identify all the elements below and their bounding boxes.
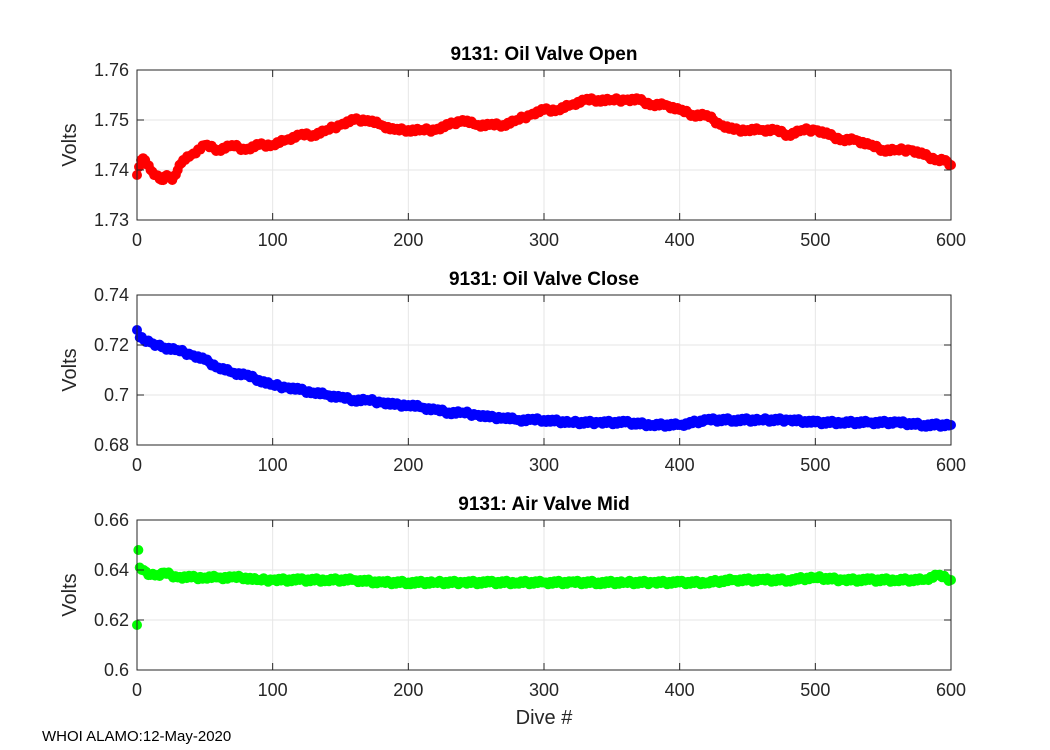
oil-valve-close-y-tick-label: 0.74 xyxy=(94,285,129,305)
air-valve-mid-y-tick-label: 0.66 xyxy=(94,510,129,530)
oil-valve-open-y-tick-label: 1.73 xyxy=(94,210,129,230)
oil-valve-open-x-tick-label: 200 xyxy=(393,230,423,250)
air-valve-mid-x-tick-label: 200 xyxy=(393,680,423,700)
oil-valve-close-x-tick-label: 600 xyxy=(936,455,966,475)
oil-valve-close-y-tick-label: 0.68 xyxy=(94,435,129,455)
air-valve-mid-series xyxy=(132,545,956,630)
oil-valve-open-x-tick-label: 0 xyxy=(132,230,142,250)
oil-valve-close-x-tick-label: 200 xyxy=(393,455,423,475)
oil-valve-open-x-tick-label: 600 xyxy=(936,230,966,250)
oil-valve-open-chart: 0 100 200 300 400 500 600 1.73 1.74 1.75 1.76 9131:… xyxy=(59,44,966,250)
oil-valve-open-series xyxy=(132,93,956,186)
oil-valve-close-x-tick-label: 500 xyxy=(800,455,830,475)
air-valve-mid-x-tick-label: 300 xyxy=(529,680,559,700)
oil-valve-close-chart: 0 100 200 300 400 500 600 0.68 0.7 0.72 0.74 9131: … xyxy=(59,269,966,475)
oil-valve-open-x-tick-label: 100 xyxy=(258,230,288,250)
oil-valve-open-x-tick-label: 500 xyxy=(800,230,830,250)
air-valve-mid-x-tick-label: 600 xyxy=(936,680,966,700)
air-valve-mid-data-point xyxy=(133,545,144,555)
air-valve-mid-x-tick-label: 400 xyxy=(665,680,695,700)
oil-valve-open-y-tick-label: 1.74 xyxy=(94,160,129,180)
oil-valve-open-y-tick-label: 1.75 xyxy=(94,110,129,130)
oil-valve-close-y-tick-label: 0.72 xyxy=(94,335,129,355)
oil-valve-open-x-tick-label: 400 xyxy=(665,230,695,250)
oil-valve-close-x-tick-label: 300 xyxy=(529,455,559,475)
oil-valve-close-x-tick-label: 100 xyxy=(258,455,288,475)
oil-valve-open-y-axis-label: Volts xyxy=(59,123,81,166)
air-valve-mid-title: 9131: Air Valve Mid xyxy=(458,494,629,515)
oil-valve-close-x-tick-label: 400 xyxy=(665,455,695,475)
oil-valve-close-series xyxy=(132,325,956,432)
air-valve-mid-x-axis-label: Dive # xyxy=(516,707,574,729)
oil-valve-close-title: 9131: Oil Valve Close xyxy=(449,269,639,290)
oil-valve-close-x-tick-label: 0 xyxy=(132,455,142,475)
air-valve-mid-chart: 0 100 200 300 400 500 600 0.6 0.62 0.64 0.66 9131: … xyxy=(59,494,966,729)
oil-valve-open-x-tick-label: 300 xyxy=(529,230,559,250)
oil-valve-close-y-tick-label: 0.7 xyxy=(104,385,129,405)
air-valve-mid-y-tick-label: 0.62 xyxy=(94,610,129,630)
air-valve-mid-y-axis-label: Volts xyxy=(59,573,81,616)
air-valve-mid-x-tick-label: 100 xyxy=(258,680,288,700)
footer-caption: WHOI ALAMO:12-May-2020 xyxy=(42,728,232,745)
oil-valve-open-y-tick-label: 1.76 xyxy=(94,60,129,80)
air-valve-mid-x-tick-label: 500 xyxy=(800,680,830,700)
air-valve-mid-y-tick-label: 0.6 xyxy=(104,660,129,680)
air-valve-mid-x-tick-label: 0 xyxy=(132,680,142,700)
air-valve-mid-y-tick-label: 0.64 xyxy=(94,560,129,580)
oil-valve-open-title: 9131: Oil Valve Open xyxy=(451,44,638,65)
oil-valve-close-y-axis-label: Volts xyxy=(59,348,81,391)
